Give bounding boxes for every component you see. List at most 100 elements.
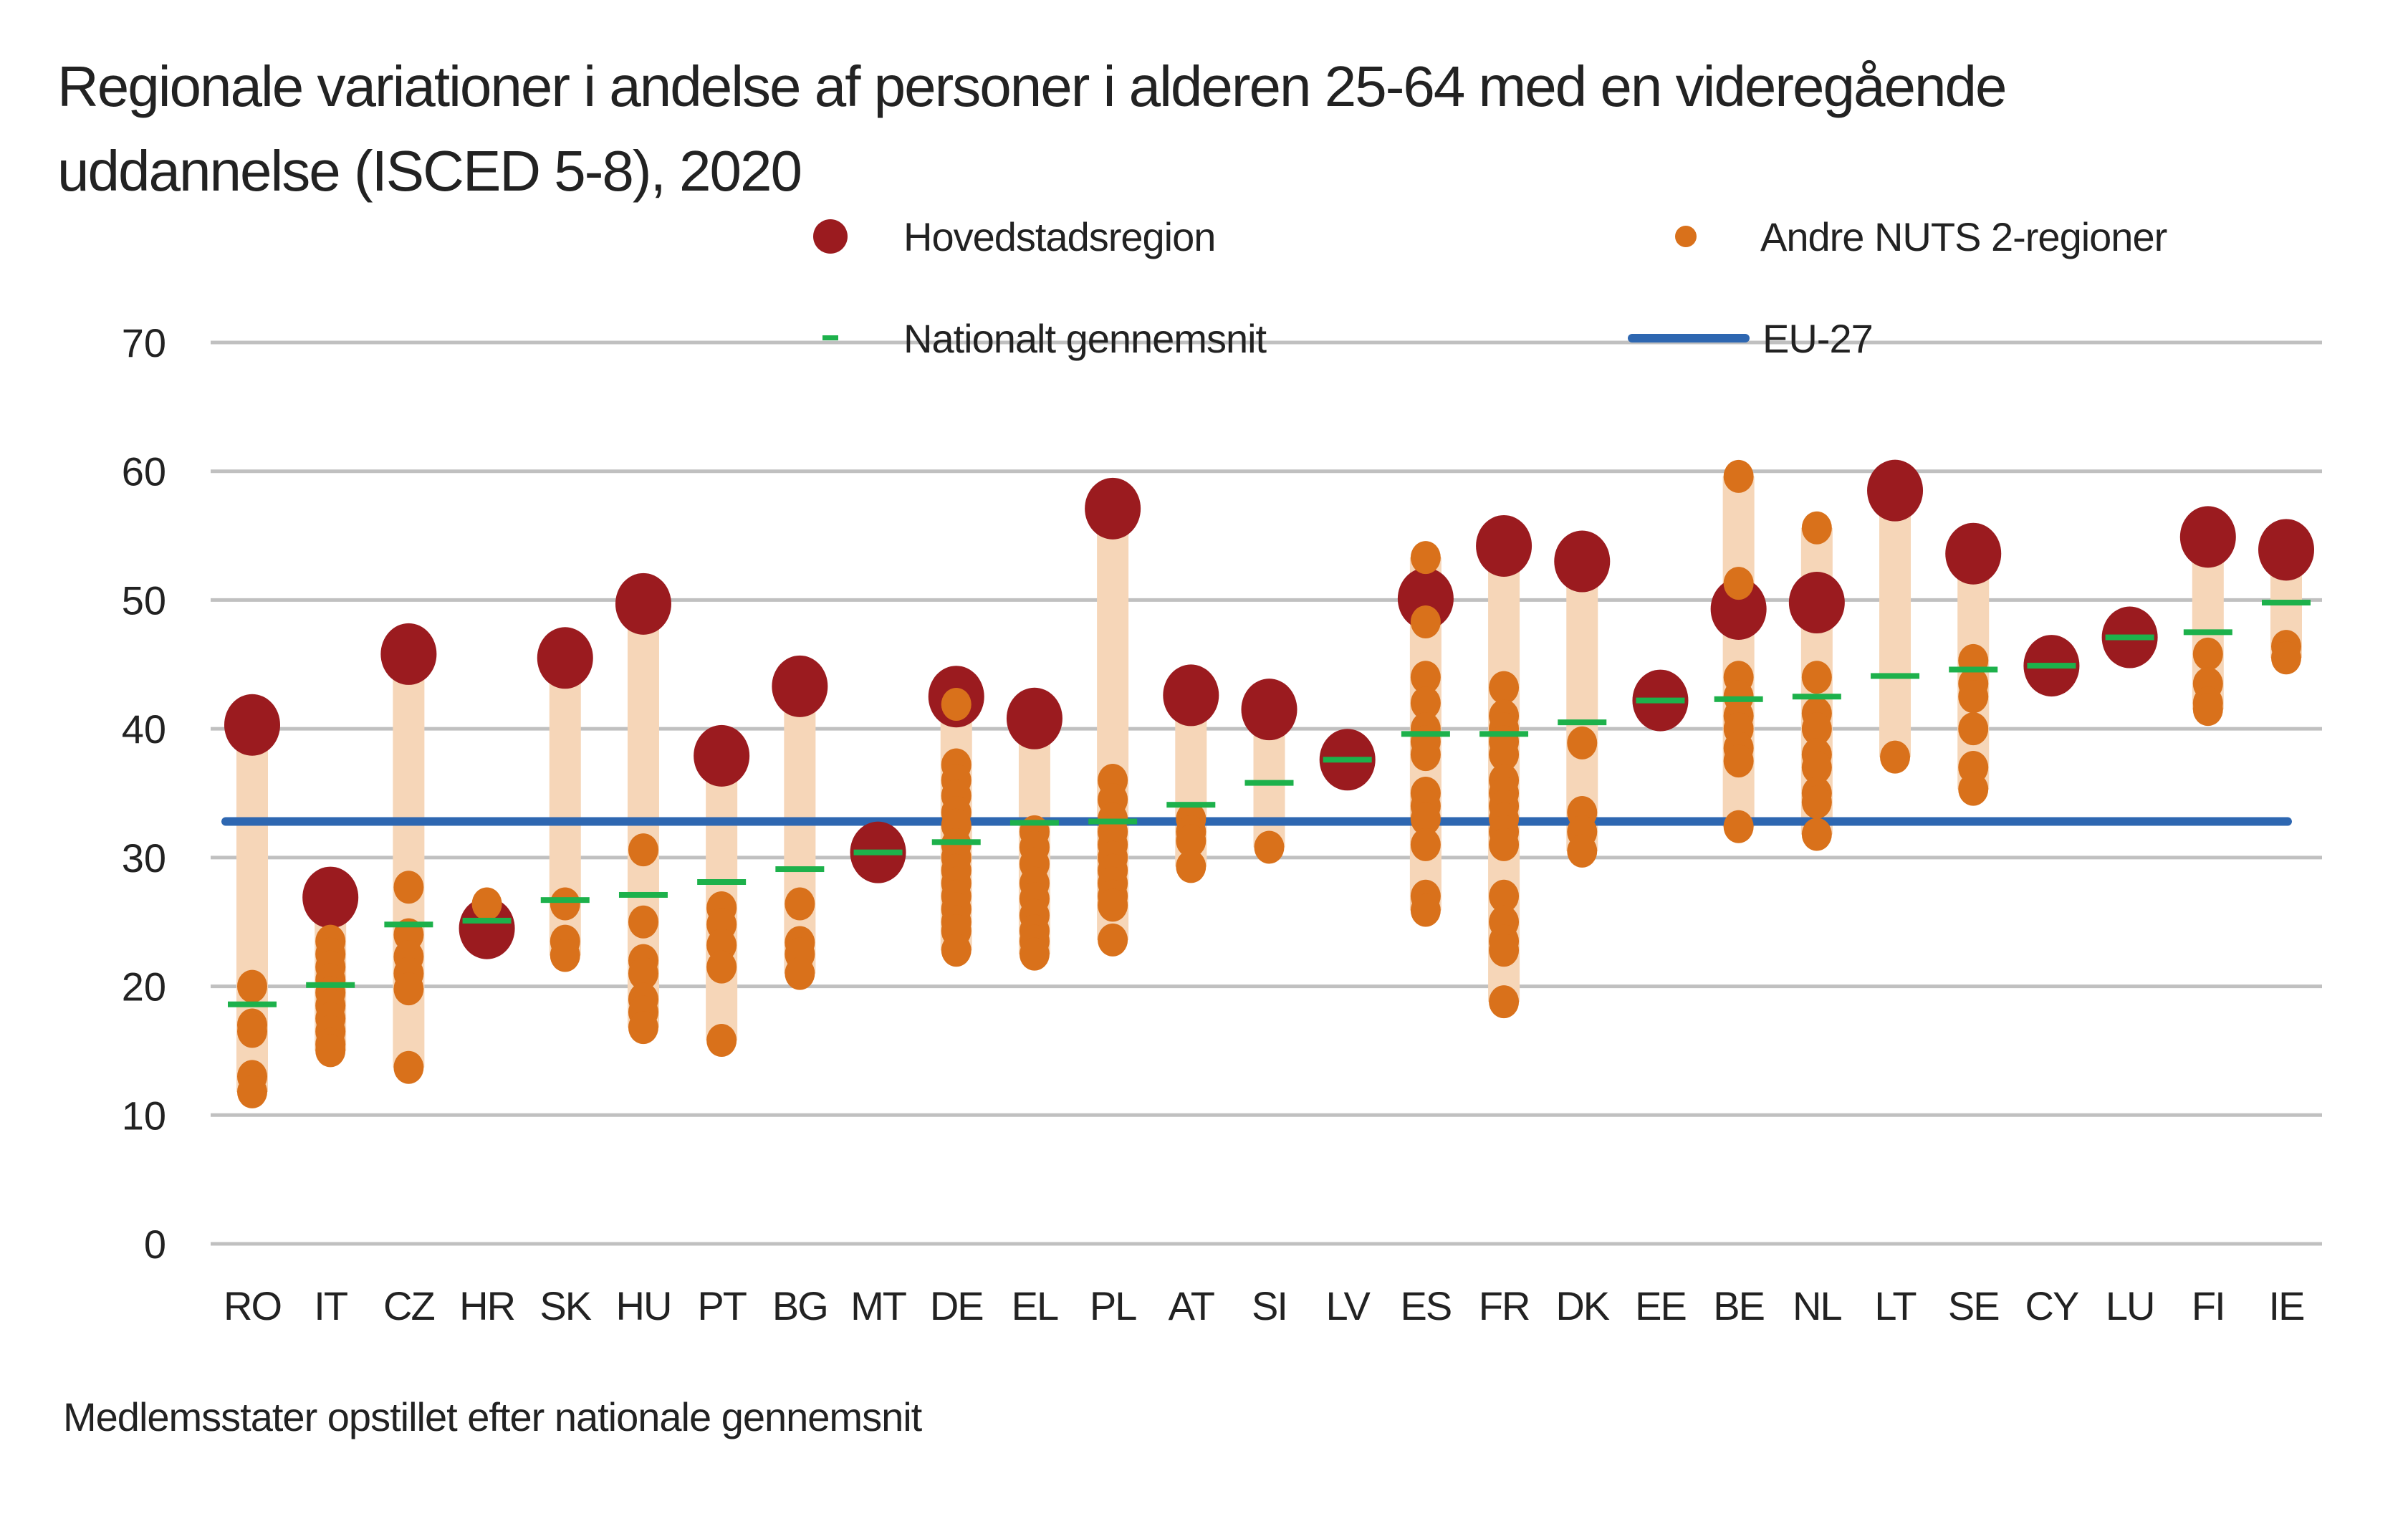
x-tick-label: LV (1326, 1283, 1371, 1328)
region-point-EL (1019, 937, 1050, 971)
region-point-DE (941, 934, 972, 967)
region-point-BE (1723, 459, 1754, 493)
national-average-SE (1949, 666, 1998, 673)
x-tick-label: DK (1555, 1283, 1609, 1328)
x-tick-label: MT (850, 1283, 906, 1328)
x-tick-label: IT (314, 1283, 347, 1328)
data-marks (224, 459, 2314, 1108)
legend-capital-label: Hovedstadsregion (903, 214, 1215, 259)
region-point-IE (2271, 641, 2301, 675)
x-tick-label: ES (1401, 1283, 1452, 1328)
capital-point-EL (1006, 687, 1063, 749)
x-tick-label: SE (1948, 1283, 1999, 1328)
national-average-DK (1558, 719, 1607, 726)
region-point-PT (706, 1024, 737, 1058)
national-average-MT (853, 849, 903, 856)
region-point-NL (1801, 511, 1832, 545)
region-point-SI (1254, 830, 1285, 864)
national-average-HU (618, 891, 668, 898)
region-point-ES (1410, 686, 1441, 720)
region-point-FI (2192, 693, 2223, 727)
region-point-HU (628, 833, 658, 867)
x-tick-label: EE (1635, 1283, 1686, 1328)
national-average-FR (1479, 731, 1529, 737)
region-point-BE (1723, 744, 1754, 778)
region-point-RO (237, 1075, 267, 1108)
range-bar-LT (1879, 490, 1911, 757)
region-point-CZ (393, 871, 424, 904)
region-point-FR (1489, 985, 1520, 1019)
national-average-BE (1714, 696, 1763, 702)
region-point-ES (1410, 802, 1441, 835)
region-point-PL (1098, 888, 1128, 922)
region-point-NL (1801, 818, 1832, 851)
region-point-HU (628, 1011, 658, 1045)
y-tick-label: 40 (122, 706, 166, 752)
national-average-PL (1088, 818, 1138, 825)
region-point-DK (1567, 726, 1598, 759)
region-point-PT (706, 950, 737, 984)
region-point-ES (1410, 893, 1441, 927)
region-point-BG (785, 887, 815, 921)
region-point-BE (1723, 810, 1754, 843)
x-tick-label: SK (539, 1283, 591, 1328)
capital-point-BE (1710, 578, 1767, 641)
legend-capital-marker (813, 219, 848, 254)
x-tick-label: PT (697, 1283, 746, 1328)
region-point-ES (1410, 828, 1441, 861)
capital-point-PT (694, 724, 750, 787)
region-point-NL (1801, 751, 1832, 785)
x-tick-label: IE (2269, 1283, 2304, 1328)
region-point-FR (1489, 934, 1520, 967)
national-average-IE (2262, 600, 2311, 606)
region-point-CZ (393, 1050, 424, 1084)
capital-point-AT (1163, 664, 1219, 727)
region-point-DK (1567, 834, 1598, 868)
national-average-FI (2183, 629, 2232, 636)
x-tick-label: PL (1090, 1283, 1136, 1328)
x-tick-label: SI (1252, 1283, 1287, 1328)
x-tick-label: NL (1793, 1283, 1841, 1328)
region-point-SK (550, 887, 580, 921)
region-point-SE (1958, 680, 1989, 714)
region-point-SE (1958, 772, 1989, 806)
national-average-LT (1871, 673, 1920, 679)
capital-point-PL (1085, 477, 1141, 540)
y-tick-label: 20 (122, 964, 166, 1010)
y-tick-label: 50 (122, 578, 166, 623)
region-point-HR (471, 887, 502, 921)
national-average-SI (1244, 780, 1294, 786)
y-tick-label: 0 (144, 1222, 166, 1267)
region-point-HU (628, 957, 658, 990)
national-average-CZ (384, 921, 433, 928)
national-average-DE (931, 839, 981, 845)
national-average-CY (2027, 663, 2076, 669)
x-tick-label: HU (616, 1283, 671, 1328)
x-tick-label: BE (1713, 1283, 1764, 1328)
region-point-FI (2192, 637, 2223, 671)
national-average-AT (1166, 802, 1216, 808)
x-axis-labels: RO IT CZ HR SK HU PT BG MT DE EL PL AT SI LV ES FR DK EE BE… (224, 1283, 2305, 1328)
chart-footnote: Medlemsstater opstillet efter nationale … (63, 1394, 922, 1439)
capital-point-LT (1867, 459, 1924, 522)
national-average-LV (1323, 757, 1372, 763)
region-point-SK (550, 939, 580, 972)
x-tick-label: BG (772, 1283, 828, 1328)
national-average-EE (1636, 697, 1685, 704)
region-point-PL (1098, 923, 1128, 957)
region-point-NL (1801, 785, 1832, 819)
region-point-ES (1410, 661, 1441, 694)
region-point-AT (1176, 850, 1207, 883)
region-point-RO (237, 969, 267, 1003)
region-point-FR (1489, 879, 1520, 913)
range-bar-CZ (393, 653, 425, 1068)
national-average-HR (462, 917, 512, 924)
capital-point-SK (537, 627, 593, 689)
x-tick-label: FR (1479, 1283, 1530, 1328)
legend-other-label: Andre NUTS 2-regioner (1760, 214, 2167, 259)
legend: Hovedstadsregion Andre NUTS 2-regioner N… (813, 214, 2168, 361)
y-tick-label: 70 (122, 320, 166, 365)
x-tick-label: RO (224, 1283, 281, 1328)
x-tick-label: CY (2025, 1283, 2079, 1328)
